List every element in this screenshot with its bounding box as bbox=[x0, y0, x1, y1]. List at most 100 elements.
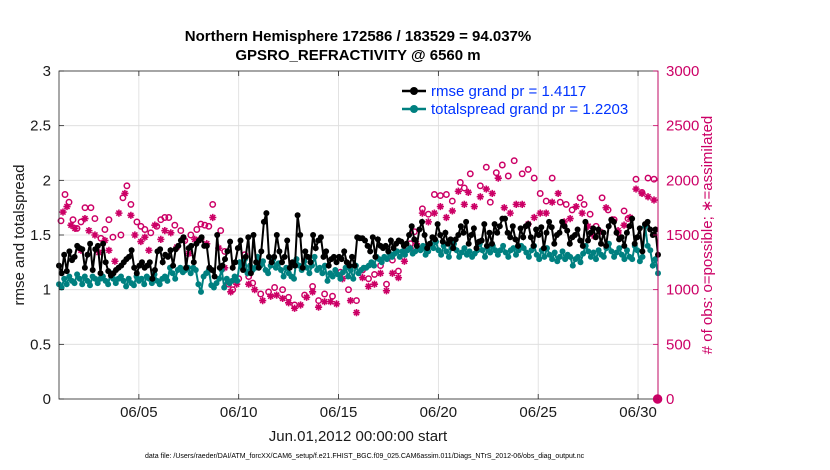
possible-point bbox=[61, 191, 69, 198]
rmse-point bbox=[159, 259, 166, 266]
rmse-point bbox=[457, 223, 464, 230]
assimilated-point bbox=[500, 204, 508, 212]
totalspread-point bbox=[192, 267, 199, 273]
totalspread-point bbox=[234, 277, 241, 284]
rmse-point bbox=[164, 253, 171, 260]
totalspread-point bbox=[608, 248, 615, 255]
possible-point bbox=[498, 161, 506, 169]
rmse-point bbox=[572, 232, 578, 238]
assimilated-point bbox=[476, 193, 484, 201]
rmse-point bbox=[338, 256, 345, 263]
assimilated-point bbox=[101, 236, 109, 245]
rmse-point bbox=[540, 245, 547, 252]
rmse-point bbox=[447, 236, 454, 243]
possible-point bbox=[69, 216, 77, 224]
totalspread-point bbox=[445, 253, 452, 260]
totalspread-point bbox=[559, 248, 566, 255]
totalspread-point bbox=[624, 247, 630, 254]
right-tick-label: 500 bbox=[666, 336, 691, 353]
rmse-point bbox=[390, 245, 397, 252]
possible-point bbox=[353, 297, 360, 305]
legend-totalspread-marker bbox=[410, 105, 418, 113]
totalspread-point bbox=[600, 253, 607, 260]
x-tick-label: 06/15 bbox=[320, 404, 358, 421]
rmse-point bbox=[263, 210, 270, 217]
possible-point bbox=[117, 231, 125, 239]
assimilated-point bbox=[584, 222, 592, 230]
rmse-point bbox=[224, 248, 231, 255]
rmse-point bbox=[81, 264, 88, 271]
totalspread-point bbox=[513, 251, 519, 258]
rmse-point bbox=[214, 232, 221, 238]
chart-title-line-1: Northern Hemisphere 172586 / 183529 = 94… bbox=[185, 28, 531, 45]
right-axis-label: # of obs: o=possible; ∗=assimilated bbox=[699, 116, 716, 355]
rmse-point bbox=[424, 245, 431, 252]
totalspread-point bbox=[541, 253, 548, 260]
rmse-point bbox=[211, 273, 218, 280]
rmse-point bbox=[180, 234, 187, 241]
possible-point bbox=[109, 233, 117, 241]
assimilated-series bbox=[59, 174, 658, 317]
y-tick-label: 1.5 bbox=[30, 227, 51, 244]
y-tick-label: 2 bbox=[43, 172, 51, 189]
rmse-point bbox=[66, 248, 73, 255]
totalspread-point bbox=[156, 281, 163, 288]
possible-point bbox=[548, 174, 556, 182]
x-tick-label: 06/30 bbox=[619, 404, 657, 421]
rmse-point bbox=[294, 212, 301, 219]
totalspread-point bbox=[585, 248, 592, 255]
totalspread-point bbox=[430, 245, 437, 252]
possible-point bbox=[291, 301, 299, 309]
possible-point bbox=[632, 175, 640, 183]
totalspread-point bbox=[396, 253, 403, 260]
rmse-point bbox=[455, 232, 462, 238]
rmse-point bbox=[258, 248, 265, 255]
possible-point bbox=[265, 288, 273, 296]
assimilated-point bbox=[157, 235, 165, 243]
possible-point bbox=[524, 165, 532, 173]
rmse-point bbox=[128, 247, 135, 254]
assimilated-point bbox=[111, 257, 119, 265]
rmse-point bbox=[367, 248, 374, 255]
possible-point bbox=[217, 227, 225, 235]
possible-point bbox=[153, 222, 161, 230]
rmse-point bbox=[183, 264, 190, 271]
rmse-point bbox=[626, 223, 633, 230]
totalspread-point bbox=[580, 250, 587, 257]
totalspread-point bbox=[466, 248, 473, 255]
rmse-point bbox=[639, 248, 646, 255]
assimilated-point bbox=[273, 291, 281, 299]
rmse-series bbox=[56, 210, 661, 282]
totalspread-point bbox=[61, 275, 68, 282]
totalspread-point bbox=[417, 247, 424, 254]
totalspread-point bbox=[613, 249, 620, 256]
possible-point bbox=[197, 220, 205, 228]
rmse-point bbox=[97, 270, 104, 277]
assimilated-point bbox=[191, 235, 199, 243]
rmse-point bbox=[255, 264, 262, 271]
possible-point bbox=[171, 221, 179, 229]
rmse-point bbox=[634, 234, 641, 241]
totalspread-point bbox=[280, 273, 287, 280]
assimilated-point bbox=[145, 246, 153, 254]
possible-point bbox=[530, 174, 538, 182]
possible-point bbox=[460, 184, 468, 192]
rmse-point bbox=[351, 262, 358, 269]
footer-data-file: data file: /Users/raeder/DAI/ATM_forcXX/… bbox=[145, 453, 585, 460]
totalspread-point bbox=[629, 256, 636, 263]
possible-point bbox=[466, 170, 474, 178]
rmse-point bbox=[245, 234, 252, 241]
rmse-point bbox=[419, 218, 425, 225]
totalspread-point bbox=[120, 277, 127, 284]
totalspread-point bbox=[71, 280, 78, 287]
rmse-point bbox=[434, 221, 441, 228]
rmse-point bbox=[548, 224, 555, 231]
x-tick-label: 06/20 bbox=[420, 404, 458, 421]
totalspread-point bbox=[210, 284, 217, 291]
rmse-point bbox=[84, 251, 91, 258]
possible-point bbox=[77, 218, 85, 226]
rmse-point bbox=[460, 229, 467, 236]
totalspread-point bbox=[556, 253, 563, 260]
rmse-point bbox=[247, 270, 254, 277]
rmse-point bbox=[312, 245, 319, 252]
